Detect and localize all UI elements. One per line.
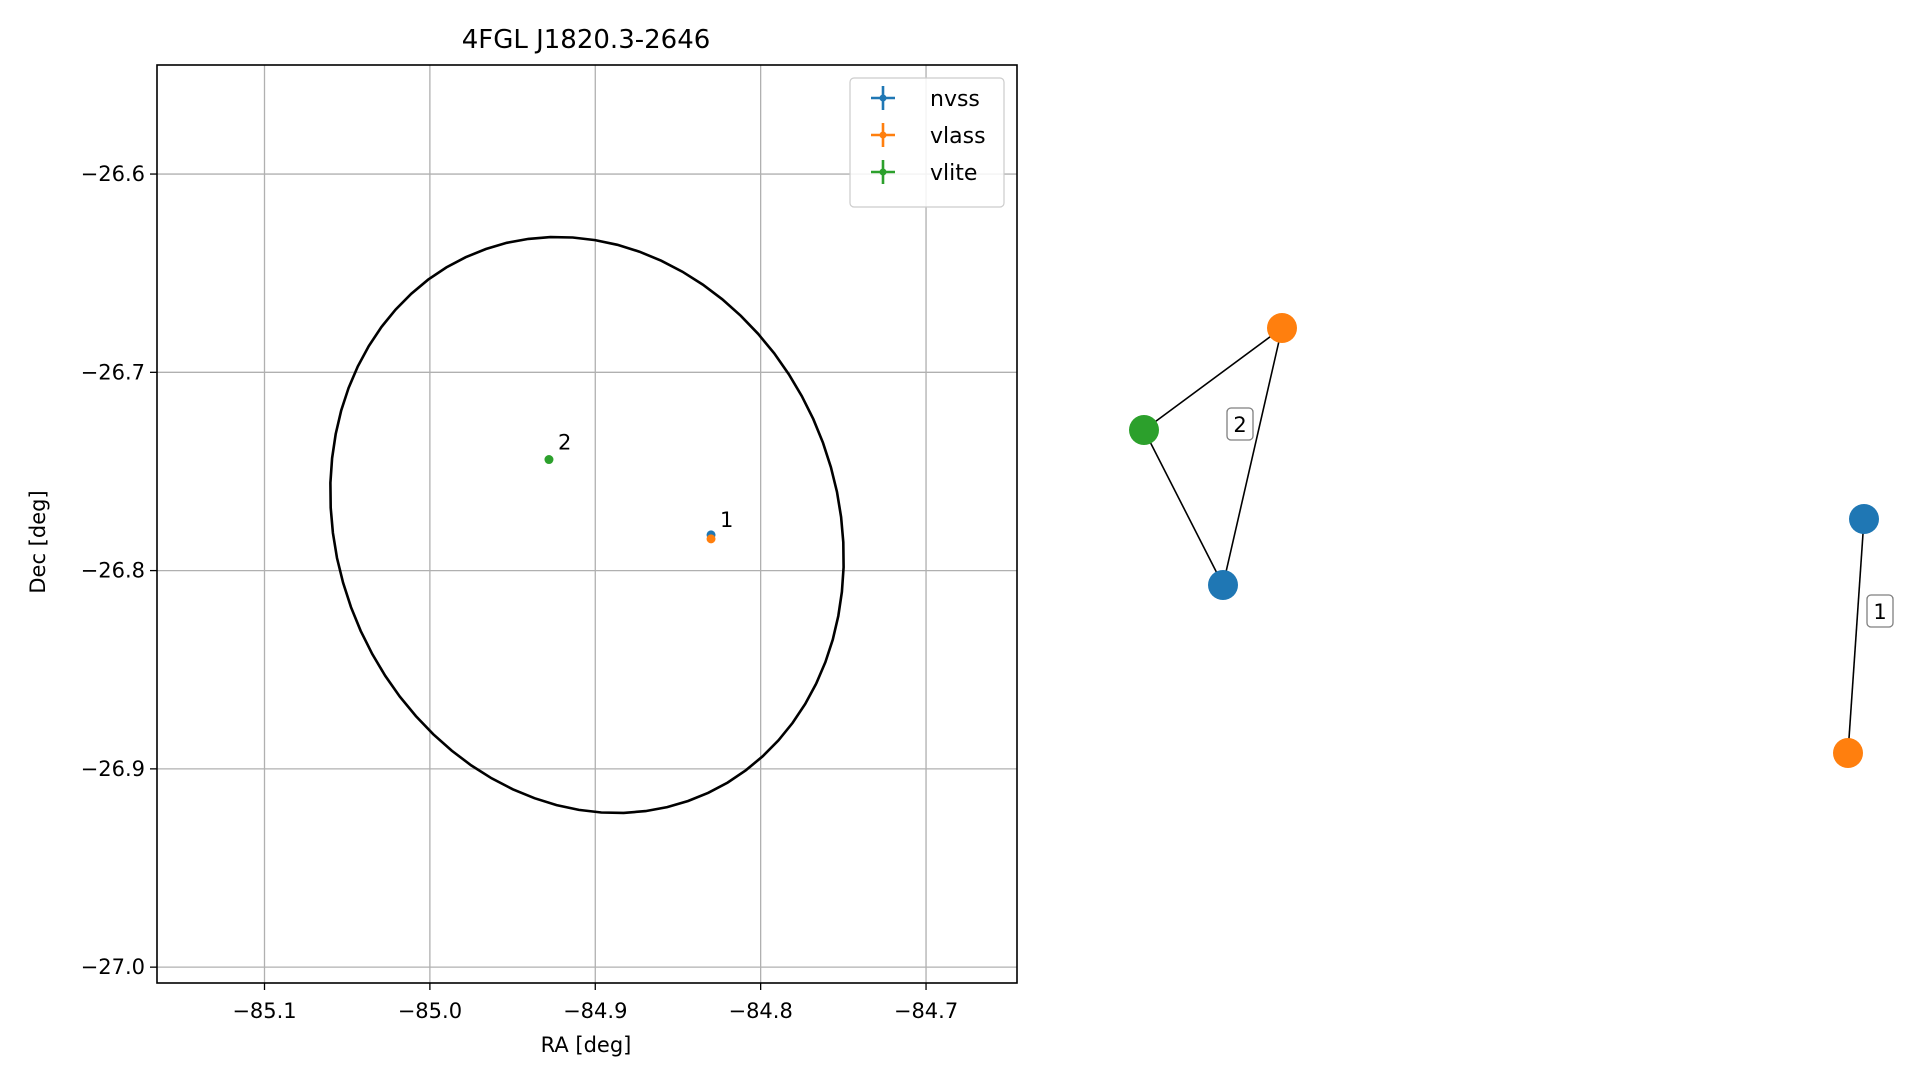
data-point-vlass bbox=[706, 534, 716, 544]
graph-edge bbox=[1847, 518, 1865, 754]
legend-marker-dot bbox=[879, 131, 887, 139]
graph-node-vlass bbox=[1267, 313, 1297, 343]
plot-title: 4FGL J1820.3-2646 bbox=[462, 25, 711, 55]
legend-label-vlite: vlite bbox=[930, 161, 977, 186]
scatter-plot-area: −85.1 −85.0 −84.9 −84.8 −84.7 −26.6 −26.7 −26.8… bbox=[81, 64, 1018, 1023]
y-tick-label: −27.0 bbox=[81, 955, 145, 979]
plot-frame bbox=[156, 64, 1018, 984]
legend-marker-dot bbox=[879, 94, 887, 102]
x-tick-label: −85.0 bbox=[398, 999, 462, 1023]
legend-box bbox=[849, 77, 1005, 208]
graph-label-box bbox=[1866, 594, 1894, 628]
graph-edge bbox=[1143, 429, 1224, 586]
legend: nvss vlass vlite bbox=[849, 77, 1005, 208]
graph-node-vlite bbox=[1129, 415, 1159, 445]
match-graph: 21 bbox=[1129, 313, 1894, 768]
point-annotation: 2 bbox=[558, 431, 571, 455]
localization-ellipse bbox=[329, 235, 845, 815]
y-tick-label: −26.8 bbox=[81, 559, 145, 583]
x-axis-title: RA [deg] bbox=[541, 1033, 632, 1057]
x-tick-label: −84.7 bbox=[894, 999, 958, 1023]
data-point-vlite bbox=[544, 455, 554, 465]
graph-edge bbox=[1222, 327, 1283, 586]
graph-component-label: 1 bbox=[1873, 600, 1886, 624]
y-tick-label: −26.7 bbox=[81, 360, 145, 384]
legend-label-nvss: nvss bbox=[930, 87, 980, 112]
y-tick-label: −26.6 bbox=[81, 162, 145, 186]
graph-label-box bbox=[1226, 407, 1254, 441]
point-annotation: 1 bbox=[720, 508, 733, 532]
legend-label-vlass: vlass bbox=[930, 124, 986, 149]
x-tick-label: −84.9 bbox=[563, 999, 627, 1023]
graph-node-nvss bbox=[1849, 504, 1879, 534]
graph-node-nvss bbox=[1208, 570, 1238, 600]
y-tick-label: −26.9 bbox=[81, 757, 145, 781]
x-tick-label: −85.1 bbox=[232, 999, 296, 1023]
x-tick-label: −84.8 bbox=[728, 999, 792, 1023]
graph-node-vlass bbox=[1833, 738, 1863, 768]
legend-marker-dot bbox=[879, 168, 887, 176]
graph-edge bbox=[1143, 327, 1283, 431]
y-axis-title: Dec [deg] bbox=[26, 490, 50, 593]
graph-component-label: 2 bbox=[1233, 413, 1246, 437]
